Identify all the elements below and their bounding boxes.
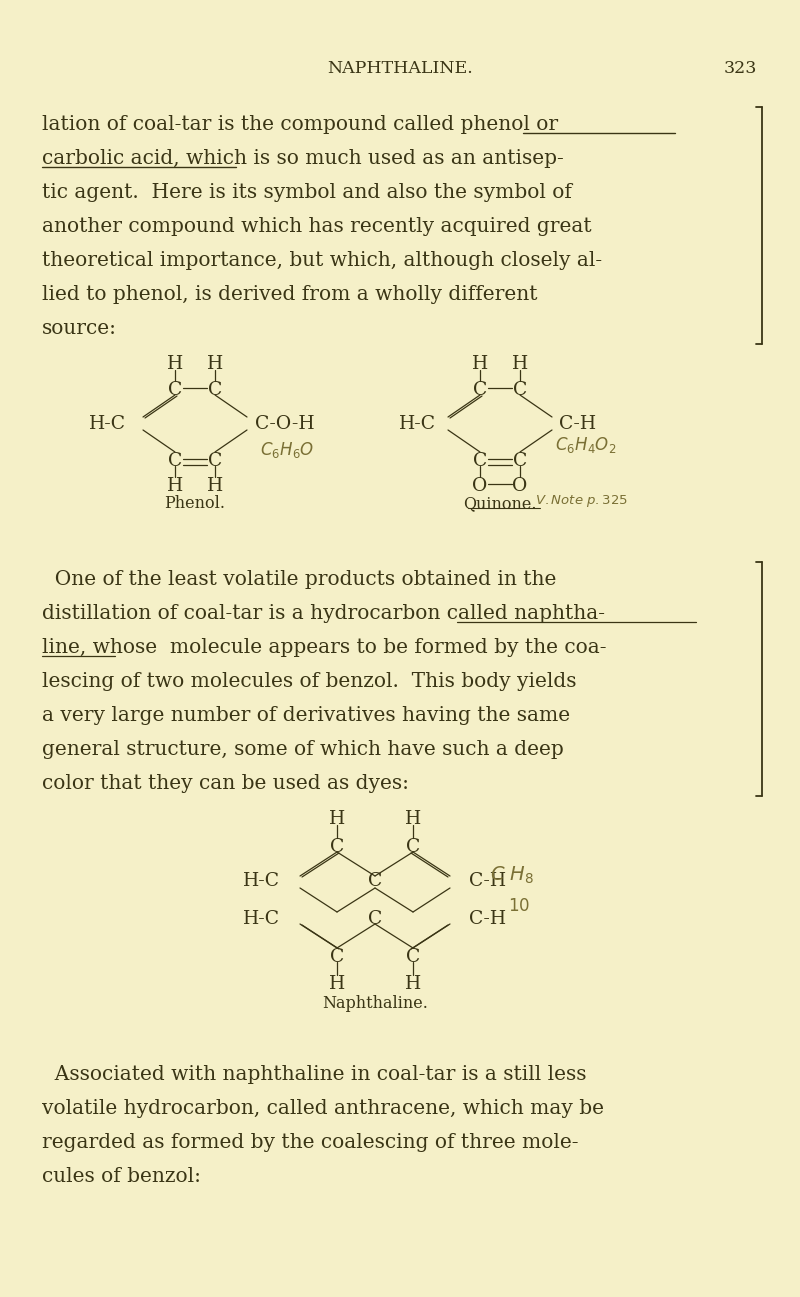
Text: C: C <box>208 381 222 399</box>
Text: H: H <box>329 975 345 994</box>
Text: C: C <box>473 381 487 399</box>
Text: C: C <box>330 948 344 966</box>
Text: H: H <box>405 975 421 994</box>
Text: Phenol.: Phenol. <box>165 495 226 512</box>
Text: another compound which has recently acquired great: another compound which has recently acqu… <box>42 217 592 236</box>
Text: $C_6H_6O$: $C_6H_6O$ <box>260 440 314 460</box>
Text: C: C <box>513 381 527 399</box>
Text: C-H: C-H <box>470 872 506 890</box>
Text: C: C <box>168 381 182 399</box>
Text: $C\ H_8$: $C\ H_8$ <box>490 865 534 886</box>
Text: general structure, some of which have such a deep: general structure, some of which have su… <box>42 741 564 759</box>
Text: a very large number of derivatives having the same: a very large number of derivatives havin… <box>42 706 570 725</box>
Text: $C_6H_4O_2$: $C_6H_4O_2$ <box>555 434 616 455</box>
Text: lescing of two molecules of benzol.  This body yields: lescing of two molecules of benzol. This… <box>42 672 577 691</box>
Text: theoretical importance, but which, although closely al-: theoretical importance, but which, altho… <box>42 252 602 270</box>
Text: C-H: C-H <box>470 910 506 927</box>
Text: C: C <box>368 872 382 890</box>
Text: C: C <box>406 838 420 856</box>
Text: C: C <box>208 451 222 470</box>
Text: 323: 323 <box>724 60 757 77</box>
Text: tic agent.  Here is its symbol and also the symbol of: tic agent. Here is its symbol and also t… <box>42 183 572 202</box>
Text: H: H <box>329 811 345 827</box>
Text: regarded as formed by the coalescing of three mole-: regarded as formed by the coalescing of … <box>42 1134 578 1152</box>
Text: NAPHTHALINE.: NAPHTHALINE. <box>327 60 473 77</box>
Text: H-C: H-C <box>243 910 281 927</box>
Text: $10$: $10$ <box>508 898 530 914</box>
Text: H: H <box>167 477 183 495</box>
Text: H: H <box>207 477 223 495</box>
Text: H-C: H-C <box>90 415 126 433</box>
Text: C-H: C-H <box>559 415 597 433</box>
Text: lation of coal-tar is the compound called phenol or: lation of coal-tar is the compound calle… <box>42 115 558 134</box>
Text: Associated with naphthaline in coal-tar is a still less: Associated with naphthaline in coal-tar … <box>42 1065 586 1084</box>
Text: $V.Note\ p.325$: $V.Note\ p.325$ <box>535 493 628 508</box>
Text: Naphthaline.: Naphthaline. <box>322 995 428 1012</box>
Text: H: H <box>207 355 223 374</box>
Text: source:: source: <box>42 319 117 339</box>
Text: O: O <box>472 477 488 495</box>
Text: volatile hydrocarbon, called anthracene, which may be: volatile hydrocarbon, called anthracene,… <box>42 1099 604 1118</box>
Text: H: H <box>472 355 488 374</box>
Text: distillation of coal-tar is a hydrocarbon called naphtha-: distillation of coal-tar is a hydrocarbo… <box>42 604 605 623</box>
Text: C: C <box>406 948 420 966</box>
Text: line, whose  molecule appears to be formed by the coa-: line, whose molecule appears to be forme… <box>42 638 606 658</box>
Text: C: C <box>168 451 182 470</box>
Text: H: H <box>167 355 183 374</box>
Text: H: H <box>512 355 528 374</box>
Text: cules of benzol:: cules of benzol: <box>42 1167 201 1185</box>
Text: One of the least volatile products obtained in the: One of the least volatile products obtai… <box>42 569 556 589</box>
Text: C: C <box>473 451 487 470</box>
Text: C: C <box>513 451 527 470</box>
Text: C: C <box>368 910 382 927</box>
Text: H-C: H-C <box>243 872 281 890</box>
Text: carbolic acid, which is so much used as an antisep-: carbolic acid, which is so much used as … <box>42 149 564 169</box>
Text: H-C: H-C <box>399 415 437 433</box>
Text: C-O-H: C-O-H <box>255 415 315 433</box>
Text: C: C <box>330 838 344 856</box>
Text: color that they can be used as dyes:: color that they can be used as dyes: <box>42 774 409 792</box>
Text: lied to phenol, is derived from a wholly different: lied to phenol, is derived from a wholly… <box>42 285 538 303</box>
Text: Quinone.: Quinone. <box>463 495 537 512</box>
Text: O: O <box>512 477 528 495</box>
Text: H: H <box>405 811 421 827</box>
